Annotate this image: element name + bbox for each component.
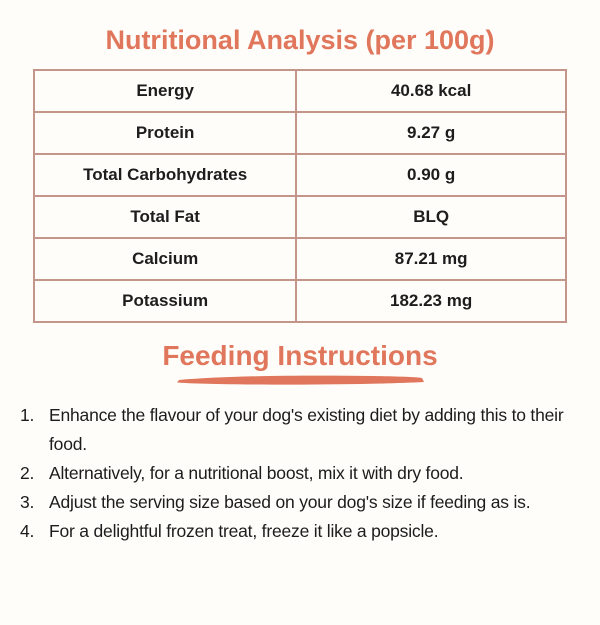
list-item-text: Enhance the flavour of your dog's existi… <box>49 405 564 454</box>
nutrient-value: BLQ <box>295 195 567 239</box>
list-item-number: 4. <box>20 521 35 541</box>
list-item-number: 3. <box>20 492 35 512</box>
list-item-number: 2. <box>20 463 35 483</box>
table-row: Total Carbohydrates 0.90 g <box>32 153 567 197</box>
nutrient-value: 0.90 g <box>295 153 567 197</box>
nutritional-analysis-title: Nutritional Analysis (per 100g) <box>105 25 495 55</box>
list-item-number: 1. <box>20 405 35 425</box>
nutrient-value: 87.21 mg <box>295 237 567 281</box>
nutrient-label: Calcium <box>32 237 298 281</box>
nutrient-label: Energy <box>32 69 298 113</box>
brush-stroke <box>177 375 424 385</box>
feeding-instructions-list: 1. Enhance the flavour of your dog's exi… <box>0 401 600 546</box>
nutrient-value: 182.23 mg <box>295 279 567 323</box>
nutrient-label: Potassium <box>32 279 298 323</box>
nutrition-table: Energy 40.68 kcal Protein 9.27 g Total C… <box>32 69 567 323</box>
table-row: Energy 40.68 kcal <box>32 69 567 113</box>
list-item-text: For a delightful frozen treat, freeze it… <box>49 521 439 541</box>
feeding-instructions-title: Feeding Instructions <box>162 340 438 371</box>
list-item-text: Adjust the serving size based on your do… <box>49 492 531 512</box>
list-item: 4. For a delightful frozen treat, freeze… <box>20 517 586 546</box>
nutrient-label: Total Carbohydrates <box>32 153 298 197</box>
nutrition-table-body: Energy 40.68 kcal Protein 9.27 g Total C… <box>32 69 567 323</box>
list-item: 1. Enhance the flavour of your dog's exi… <box>20 401 586 459</box>
table-row: Protein 9.27 g <box>32 111 567 155</box>
brush-underline-decoration <box>177 375 424 385</box>
nutrient-label: Protein <box>32 111 298 155</box>
table-row: Calcium 87.21 mg <box>32 237 567 281</box>
list-item: 2. Alternatively, for a nutritional boos… <box>20 459 586 488</box>
nutrient-value: 40.68 kcal <box>295 69 567 113</box>
nutrient-label: Total Fat <box>32 195 298 239</box>
list-item: 3. Adjust the serving size based on your… <box>20 488 586 517</box>
nutrient-value: 9.27 g <box>295 111 567 155</box>
table-row: Total Fat BLQ <box>32 195 567 239</box>
table-row: Potassium 182.23 mg <box>32 279 567 323</box>
list-item-text: Alternatively, for a nutritional boost, … <box>49 463 464 483</box>
